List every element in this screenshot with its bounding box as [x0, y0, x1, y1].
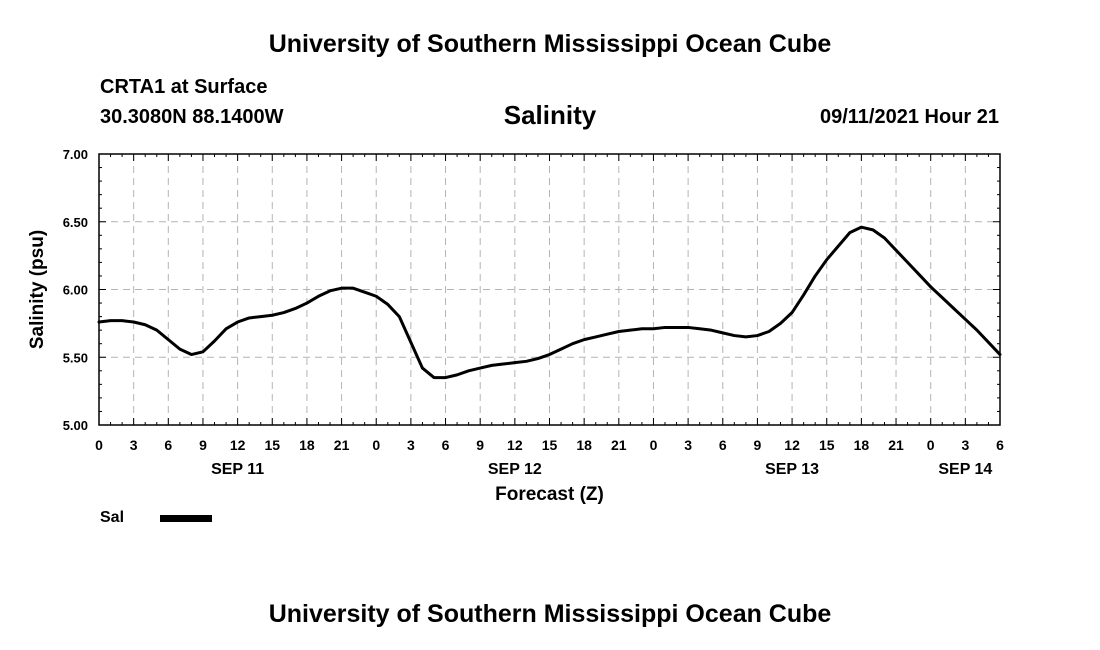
legend: Sal: [100, 509, 212, 527]
x-tick-label: 6: [442, 437, 450, 453]
x-tick-label: 12: [507, 437, 523, 453]
x-tick-label: 21: [611, 437, 627, 453]
day-label: SEP 12: [488, 461, 542, 478]
x-tick-label: 18: [854, 437, 870, 453]
x-tick-label: 15: [542, 437, 558, 453]
variable-title: Salinity: [503, 100, 597, 130]
x-tick-label: 0: [650, 437, 658, 453]
y-tick-label: 6.00: [63, 283, 88, 298]
x-tick-label: 6: [164, 437, 172, 453]
y-tick-labels: 5.00 5.50 6.00 6.50 7.00: [63, 147, 88, 433]
x-tick-label: 15: [264, 437, 280, 453]
x-tick-label: 18: [299, 437, 315, 453]
x-tick-label: 3: [407, 437, 415, 453]
x-tick-label: 21: [334, 437, 350, 453]
x-tick-label: 9: [754, 437, 762, 453]
station-coordinates: 30.3080N 88.1400W: [100, 106, 284, 128]
legend-line-sal: [160, 514, 212, 522]
x-tick-label: 3: [961, 437, 969, 453]
x-axis-label: Forecast (Z): [495, 484, 604, 505]
x-tick-label: 18: [576, 437, 592, 453]
y-tick-label: 6.50: [63, 215, 88, 230]
x-tick-label: 6: [996, 437, 1004, 453]
grid-lines: [99, 154, 1000, 425]
day-label: SEP 11: [211, 461, 264, 478]
forecast-datetime: 09/11/2021 Hour 21: [819, 106, 999, 128]
institution-title-bottom: University of Southern Mississippi Ocean…: [268, 600, 832, 628]
series-layer: [97, 225, 1002, 380]
day-label: SEP 13: [765, 461, 819, 478]
x-tick-label: 3: [130, 437, 138, 453]
institution-title-top: University of Southern Mississippi Ocean…: [268, 30, 832, 58]
x-tick-label: 15: [819, 437, 835, 453]
plot-frame: [98, 153, 1001, 426]
x-tick-label: 0: [372, 437, 380, 453]
x-tick-label: 9: [476, 437, 484, 453]
series-line-sal: [97, 225, 1002, 380]
y-tick-label: 5.50: [63, 350, 88, 365]
station-label: CRTA1 at Surface: [100, 76, 268, 98]
y-axis-label: Salinity (psu): [27, 230, 48, 349]
legend-label-sal: Sal: [100, 509, 125, 526]
x-tick-label: 6: [719, 437, 727, 453]
x-tick-label: 12: [230, 437, 246, 453]
x-tick-label: 12: [784, 437, 800, 453]
day-label: SEP 14: [938, 461, 992, 478]
y-tick-label: 5.00: [63, 418, 88, 433]
x-tick-label: 21: [888, 437, 904, 453]
y-tick-label: 7.00: [63, 147, 88, 162]
x-tick-label: 0: [927, 437, 935, 453]
day-labels: SEP 11 SEP 12 SEP 13 SEP 14: [211, 461, 992, 478]
x-tick-label: 0: [95, 437, 103, 453]
x-tick-label: 9: [199, 437, 207, 453]
x-tick-labels: 0 3 6 9 12 15 18 21 0 3 6 9 12 15 18 21 0 3 6 9 12 15 18 21 0 3 6: [95, 437, 1004, 453]
x-tick-label: 3: [684, 437, 692, 453]
